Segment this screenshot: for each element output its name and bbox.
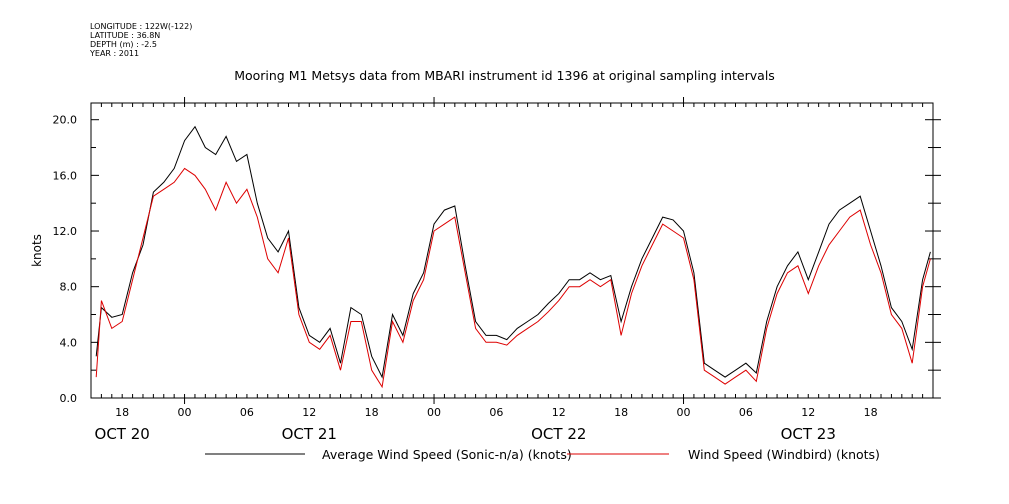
x-tick-label: 18 — [115, 406, 129, 419]
x-date-label: OCT 21 — [282, 425, 337, 443]
x-date-label: OCT 22 — [531, 425, 586, 443]
x-tick-label: 00 — [677, 406, 691, 419]
y-tick-label: 8.0 — [60, 281, 78, 294]
x-date-label: OCT 20 — [95, 425, 150, 443]
x-tick-label: 06 — [489, 406, 503, 419]
plot-frame — [90, 102, 934, 399]
longitude-text: LONGITUDE : 122W(-122) — [90, 22, 193, 31]
x-tick-label: 00 — [178, 406, 192, 419]
x-date-label: OCT 23 — [781, 425, 836, 443]
y-tick-label: 4.0 — [60, 336, 78, 349]
y-axis-label: knots — [30, 234, 44, 267]
metadata-block: LONGITUDE : 122W(-122) LATITUDE : 36.8N … — [90, 22, 192, 58]
y-tick-label: 16.0 — [53, 169, 78, 182]
series-line-sonic — [95, 125, 931, 379]
legend-label-sonic: Average Wind Speed (Sonic-n/a) (knots) — [322, 447, 572, 462]
series-line-windbird — [95, 167, 931, 389]
year-text: YEAR : 2011 — [90, 49, 140, 58]
y-tick-label: 12.0 — [53, 225, 78, 238]
x-tick-label: 12 — [302, 406, 316, 419]
x-tick-label: 00 — [427, 406, 441, 419]
y-tick-label: 0.0 — [60, 392, 78, 405]
chart-title: Mooring M1 Metsys data from MBARI instru… — [234, 68, 775, 83]
x-tick-label: 06 — [240, 406, 254, 419]
y-tick-label: 20.0 — [53, 114, 78, 127]
x-tick-label: 18 — [864, 406, 878, 419]
x-tick-label: 18 — [614, 406, 628, 419]
legend-label-windbird: Wind Speed (Windbird) (knots) — [688, 447, 880, 462]
latitude-text: LATITUDE : 36.8N — [90, 31, 161, 40]
x-tick-label: 06 — [739, 406, 753, 419]
x-tick-label: 12 — [801, 406, 815, 419]
depth-text: DEPTH (m) : -2.5 — [90, 40, 157, 49]
x-tick-label: 18 — [365, 406, 379, 419]
x-tick-label: 12 — [552, 406, 566, 419]
